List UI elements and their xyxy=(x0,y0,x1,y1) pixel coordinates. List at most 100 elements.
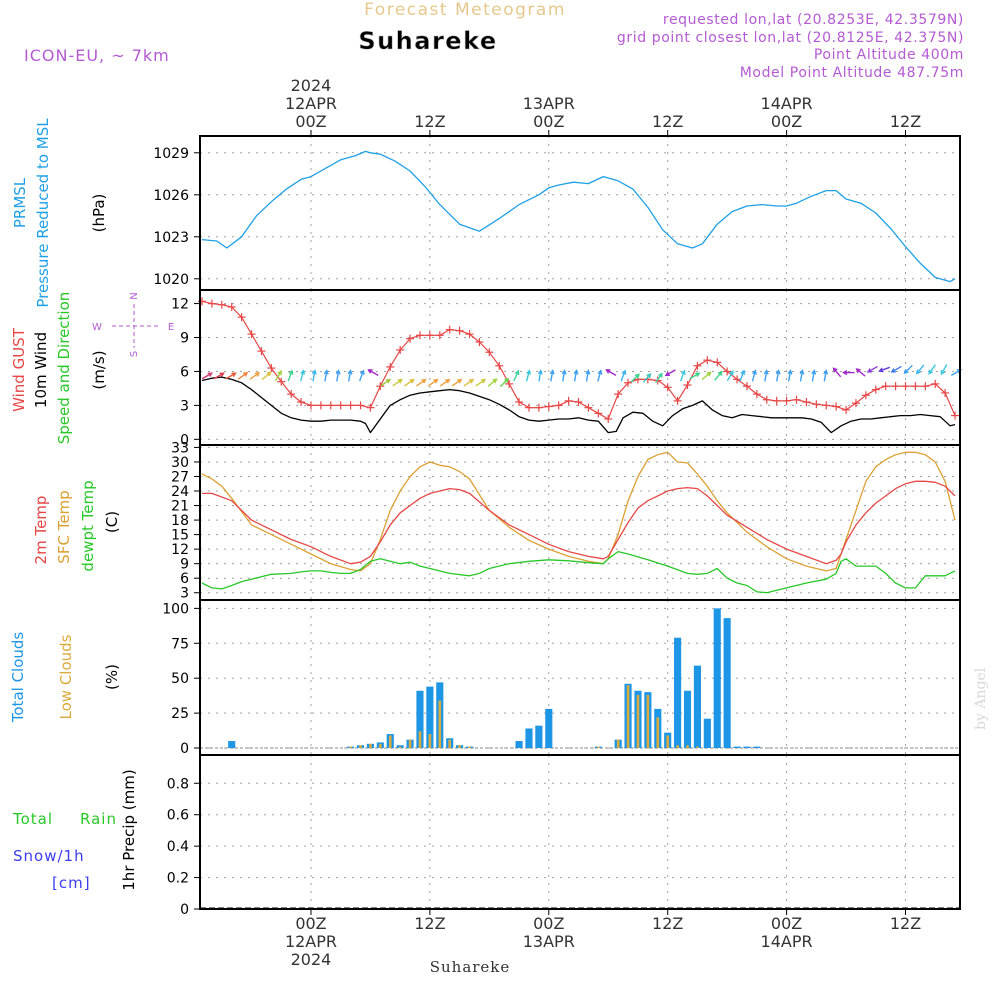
y-tick-label: 1020 xyxy=(153,272,189,288)
arrow-shaft xyxy=(392,379,403,387)
total-clouds-bar xyxy=(515,741,523,749)
arrow-head xyxy=(335,369,341,375)
clouds-unit-label: (%) xyxy=(103,664,121,690)
requested-coordinates: requested lon,lat (20.8253E, 42.3579N) xyxy=(663,12,964,28)
arrow-head xyxy=(842,370,848,376)
arrow-head xyxy=(634,373,640,379)
arrow-shaft xyxy=(487,378,497,387)
arrow-shaft xyxy=(299,370,305,382)
wind-gust-marker xyxy=(762,395,771,404)
arrow-shaft xyxy=(513,370,520,382)
y-tick-label: 0.2 xyxy=(167,871,189,887)
wind-gust-marker xyxy=(505,379,514,388)
arrow-shaft xyxy=(606,369,617,376)
wind-direction-arrow xyxy=(642,372,652,383)
total-clouds-bar xyxy=(703,718,711,749)
arrow-shaft xyxy=(347,370,352,382)
wind-gust-marker xyxy=(346,401,355,410)
low-clouds-label: Low Clouds xyxy=(57,634,75,719)
arrow-head xyxy=(219,372,225,378)
wind-direction-arrow xyxy=(620,369,627,382)
arrow-shaft xyxy=(237,372,248,380)
wind-direction-arrow xyxy=(866,365,878,373)
grid-point-coordinates: grid point closest lon,lat (20.8125E, 42… xyxy=(617,30,964,46)
low-clouds-bar xyxy=(666,735,669,749)
arrow-shaft xyxy=(689,372,700,380)
time-label-bottom: 2024 xyxy=(291,950,332,969)
wind-direction-arrow xyxy=(249,371,261,380)
wind-gust-marker xyxy=(742,382,751,391)
low-clouds-bar xyxy=(379,743,382,749)
low-clouds-bar xyxy=(448,739,451,749)
arrow-head xyxy=(890,368,896,373)
arrow-head xyxy=(597,369,603,375)
wind-gust-marker xyxy=(564,396,573,405)
time-label-top: 13APR xyxy=(523,94,575,113)
arrow-head xyxy=(526,369,532,375)
pressure-label-reduced: Pressure Reduced to MSL xyxy=(34,118,52,308)
low-clouds-bar xyxy=(676,745,679,749)
arrow-shaft xyxy=(739,370,745,382)
arrow-shaft xyxy=(879,366,891,372)
temp-2m-label: 2m Temp xyxy=(32,496,50,565)
wind-direction-arrow xyxy=(701,371,712,381)
arrow-head xyxy=(823,369,829,375)
wind-gust-marker xyxy=(772,396,781,405)
wind-gust-label: Wind GUST xyxy=(10,327,28,412)
arrow-head xyxy=(385,378,391,384)
arrow-shaft xyxy=(642,373,651,383)
arrow-shaft xyxy=(665,369,676,376)
arrow-head xyxy=(323,369,329,375)
wind-gust-marker xyxy=(812,400,821,409)
wind-direction-arrow xyxy=(225,372,237,380)
low-clouds-bar xyxy=(616,739,620,749)
y-tick-label: 0.4 xyxy=(167,839,189,855)
low-clouds-bar xyxy=(388,735,392,749)
wind-gust-marker xyxy=(683,381,692,390)
arrow-shaft xyxy=(312,370,316,382)
arrow-head xyxy=(664,371,670,377)
wind-gust-marker xyxy=(306,401,315,410)
arrow-shaft xyxy=(416,379,426,387)
arrow-shaft xyxy=(249,372,260,380)
wind-gust-marker xyxy=(406,334,415,343)
meteogram-top-title: Forecast Meteogram xyxy=(364,0,566,20)
wind-direction-arrow xyxy=(763,369,769,382)
wind-direction-arrow xyxy=(427,378,439,387)
total-clouds-bar xyxy=(683,690,692,749)
pressure-label-prmsl: PRMSL xyxy=(11,177,29,228)
wind-gust-marker xyxy=(445,325,454,334)
arrow-head xyxy=(367,369,373,374)
wind-direction-arrow xyxy=(404,378,415,387)
low-clouds-bar xyxy=(468,746,471,749)
wind-gust-marker xyxy=(574,398,583,407)
watermark: by Angel xyxy=(973,667,989,730)
time-label-bottom: 00Z xyxy=(295,914,326,933)
wind-gust-marker xyxy=(237,313,246,322)
arrow-head xyxy=(878,367,884,373)
low-clouds-bar xyxy=(696,746,699,749)
wind-gust-marker xyxy=(465,330,474,339)
pressure-panel: PRMSL Pressure Reduced to MSL (hPa) 1020… xyxy=(11,118,960,308)
arrow-shaft xyxy=(550,370,554,382)
wind-direction-arrow xyxy=(323,369,329,382)
arrow-head xyxy=(397,378,403,384)
wind-gust-marker xyxy=(792,395,801,404)
time-label-bottom: 12APR xyxy=(285,932,337,951)
total-clouds-bar xyxy=(228,741,236,749)
low-clouds-bar xyxy=(418,731,422,749)
y-tick-label: 100 xyxy=(162,601,189,617)
wind-direction-arrow xyxy=(311,369,317,382)
y-tick-label: 9 xyxy=(180,331,189,347)
wind-gust-marker xyxy=(376,382,385,391)
wind-direction-arrow xyxy=(347,369,353,382)
arrow-head xyxy=(832,367,838,373)
arrow-shaft xyxy=(274,370,282,382)
precip-frame xyxy=(199,754,961,910)
time-label-top: 12Z xyxy=(890,112,921,131)
y-tick-label: 0 xyxy=(180,432,189,448)
arrow-shaft xyxy=(655,373,663,384)
wind-direction-arrow xyxy=(451,378,463,387)
arrow-head xyxy=(855,368,861,374)
arrow-head xyxy=(445,378,451,384)
